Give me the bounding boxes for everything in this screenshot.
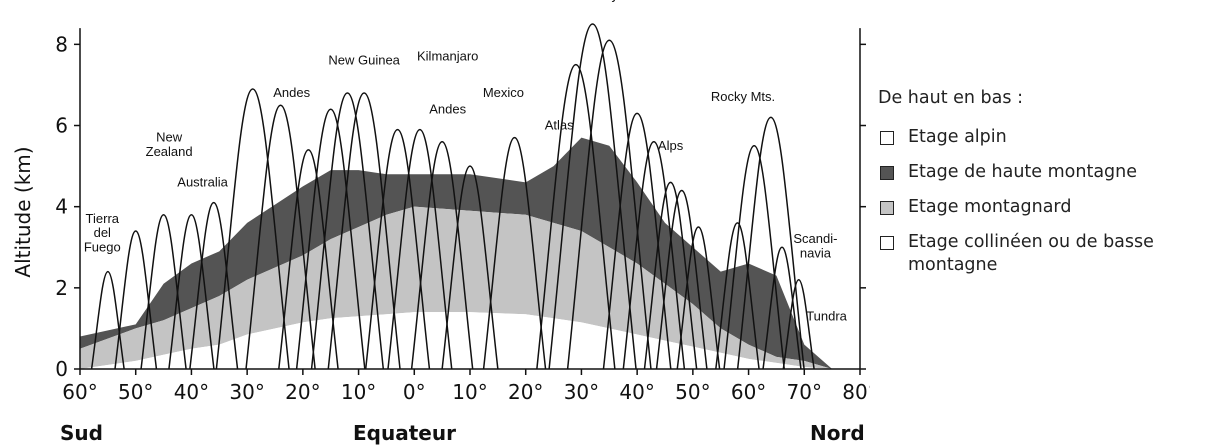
legend-item-haute-montagne: Etage de haute montagne [878, 161, 1208, 184]
mountain-peak [762, 246, 802, 370]
mountain-peak [364, 128, 431, 370]
montagnard-band [80, 206, 833, 369]
mountain-peak [482, 136, 547, 370]
legend-label: Etage alpin [908, 127, 1007, 147]
collineen-band [80, 312, 833, 369]
legend-title: De haut en bas : [878, 88, 1023, 108]
legend-swatch [880, 131, 894, 145]
equator-label: Equateur [353, 421, 456, 445]
mountain-peak [723, 145, 785, 370]
x-tick-label: 40° [619, 380, 654, 404]
mountain-label: Andes [273, 85, 310, 100]
x-tick-label: 20° [285, 380, 320, 404]
mountain-label: Atlas [545, 118, 574, 133]
legend-label: Etage de haute montagne [908, 162, 1138, 182]
x-tick-label: 70° [787, 380, 822, 404]
x-tick-label: 10° [341, 380, 376, 404]
legend-item-montagnard: Etage montagnard [878, 196, 1208, 219]
mountain-peak [441, 165, 499, 370]
x-tick-label: 50° [118, 380, 153, 404]
mountain-peak [295, 108, 366, 370]
x-tick-label: 0° [403, 380, 426, 404]
mountain-peak [410, 140, 474, 370]
mountain-label: Scandi- [793, 231, 837, 246]
mountain-label: Andes [429, 101, 466, 116]
mountain-label: New Guinea [328, 53, 400, 68]
mountain-label: Tierra [86, 211, 120, 226]
north-label: Nord [810, 421, 865, 445]
mountain-peak [90, 270, 125, 370]
mountain-peak [215, 88, 290, 370]
mountain-peak [245, 104, 316, 370]
axes: 0 2 4 6 8 60° 50° 40° 30° 20° 10° 0° 10° 20° 30° 40° 50°… [55, 28, 870, 404]
legend-item-alpin: Etage alpin [878, 126, 1208, 149]
mountain-label: Zealand [146, 144, 193, 159]
mountain-peak [140, 214, 187, 370]
mountain-peak [676, 226, 721, 370]
y-tick-label: 4 [55, 195, 68, 219]
y-tick-label: 0 [55, 357, 68, 381]
mountain-peak [278, 149, 339, 370]
x-tick-label: 60° [62, 380, 97, 404]
mountain-peak [566, 39, 652, 370]
legend-label: Etage collinéen ou de basse montagne [908, 232, 1154, 275]
x-tick-label: 30° [229, 380, 264, 404]
altitude-zonation-chart: 0 2 4 6 8 60° 50° 40° 30° 20° 10° 0° 10° 20° 30° 40° 50°… [11, 0, 870, 445]
x-tick-label: 20° [508, 380, 543, 404]
haute-montagne-band [80, 137, 833, 369]
x-tick-label: 50° [675, 380, 710, 404]
y-tick-label: 6 [55, 114, 68, 138]
south-label: Sud [60, 421, 103, 445]
x-tick-label: 30° [564, 380, 599, 404]
y-axis-label: Altitude (km) [11, 146, 35, 277]
legend-swatch [880, 166, 894, 180]
mountain-peak [622, 140, 686, 370]
mountain-peak [327, 92, 401, 370]
mountain-label: Himalaya [571, 0, 626, 3]
mountain-label: New [156, 130, 183, 145]
mountain-peak [655, 189, 708, 370]
mountain-label: Fuego [84, 239, 121, 254]
mountain-peak [310, 92, 385, 370]
mountain-peak [189, 201, 239, 370]
mountain-label: Mexico [483, 85, 524, 100]
mountain-label: Tundra [806, 308, 847, 323]
legend: De haut en bas : Etage alpin Etage de ha… [878, 88, 1208, 289]
mountain-peak [736, 116, 805, 370]
legend-item-collineen: Etage collinéen ou de basse montagne [878, 231, 1208, 277]
mountain-label: Alps [658, 138, 684, 153]
mountain-label: Kilmanjaro [417, 49, 478, 64]
y-tick-label: 2 [55, 276, 68, 300]
x-tick-label: 80° [842, 380, 870, 404]
mountain-peak [536, 63, 616, 370]
x-tick-label: 40° [174, 380, 209, 404]
mountain-label: Rocky Mts. [711, 89, 775, 104]
legend-swatch [880, 201, 894, 215]
x-tick-label: 60° [731, 380, 766, 404]
vegetation-bands [80, 137, 833, 369]
mountain-peak [387, 128, 453, 370]
mountain-label: Australia [177, 174, 228, 189]
mountain-peaks [90, 23, 815, 370]
mountain-label: del [94, 225, 111, 240]
y-tick-label: 8 [55, 32, 68, 56]
mountain-label: navia [800, 245, 832, 260]
mountain-peak [782, 278, 815, 370]
mountain-peak [715, 222, 760, 370]
legend-swatch [880, 236, 894, 250]
mountain-peak [168, 214, 215, 370]
legend-label: Etage montagnard [908, 197, 1072, 217]
x-tick-label: 10° [452, 380, 487, 404]
